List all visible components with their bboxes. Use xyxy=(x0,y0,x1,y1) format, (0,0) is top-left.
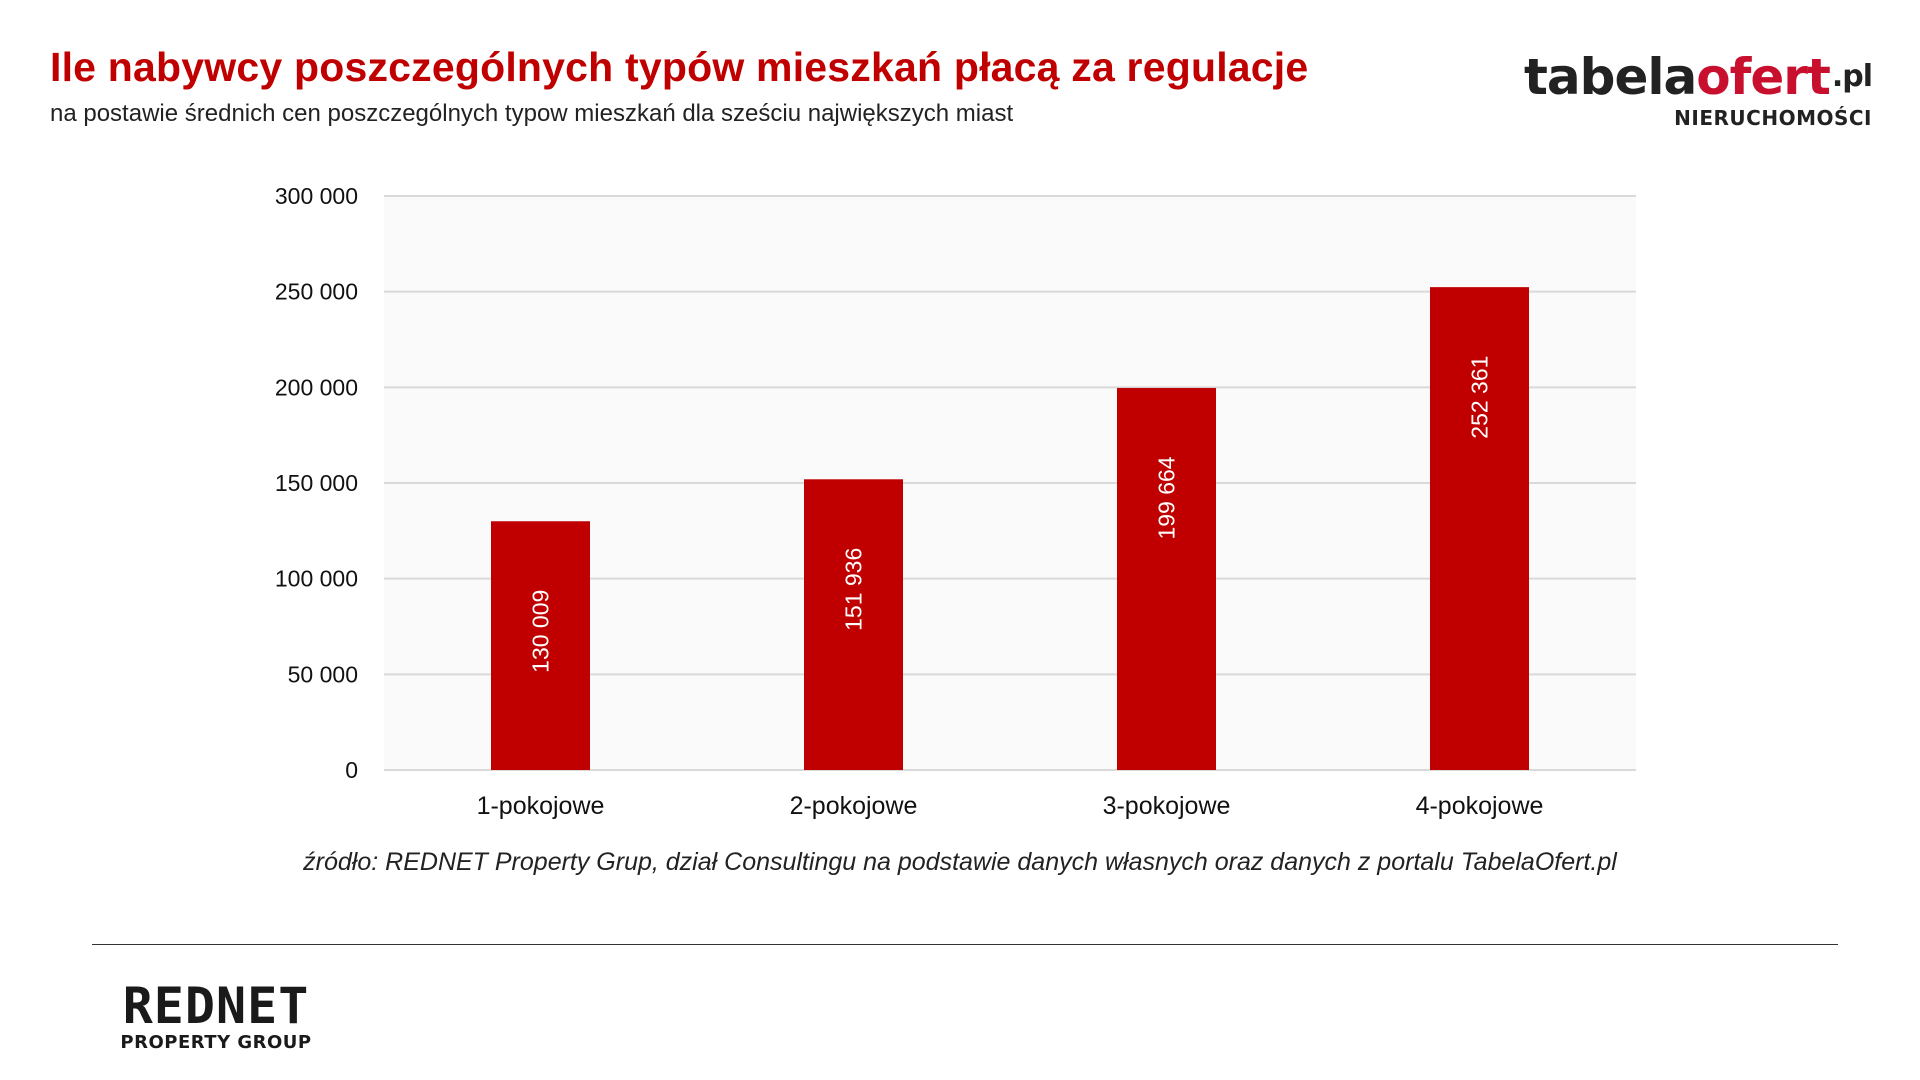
y-tick-label: 300 000 xyxy=(275,183,358,209)
rednet-logo-text: REDNET xyxy=(122,977,310,1035)
bars: 130 009 151 936 199 664 252 361 xyxy=(491,287,1529,770)
bar xyxy=(491,521,590,770)
bar-chart: 0 50 000 100 000 150 000 200 000 250 000 300 0… xyxy=(275,183,1636,820)
bar-value-label: 130 009 xyxy=(528,590,554,673)
chart-subtitle: na postawie średnich cen poszczególnych … xyxy=(50,100,1014,127)
chart-title: Ile nabywcy poszczególnych typów mieszka… xyxy=(50,44,1309,90)
bar xyxy=(804,479,903,770)
logo-text-nieruchomosci: NIERUCHOMOŚCI xyxy=(1674,106,1872,130)
bar xyxy=(1117,387,1216,770)
source-note: źródło: REDNET Property Grup, dział Cons… xyxy=(303,848,1617,876)
x-tick-label: 1-pokojowe xyxy=(477,792,605,820)
x-tick-label: 2-pokojowe xyxy=(790,792,918,820)
y-tick-label: 50 000 xyxy=(288,661,358,687)
logo-text-pl: .pl xyxy=(1831,59,1873,94)
bar-value-label: 151 936 xyxy=(841,548,867,631)
y-tick-label: 250 000 xyxy=(275,279,358,305)
gridlines xyxy=(384,195,1636,771)
x-axis: 1-pokojowe 2-pokojowe 3-pokojowe 4-pokojowe xyxy=(477,792,1544,820)
tabelaofert-logo: tabelaofert.pl NIERUCHOMOŚCI xyxy=(1512,48,1873,140)
x-tick-label: 3-pokojowe xyxy=(1103,792,1231,820)
x-tick-label: 4-pokojowe xyxy=(1416,792,1544,820)
logo-text-tabela: tabela xyxy=(1524,48,1697,106)
y-axis: 0 50 000 100 000 150 000 200 000 250 000 300 0… xyxy=(275,183,358,783)
y-tick-label: 150 000 xyxy=(275,470,358,496)
footer-divider xyxy=(92,944,1838,945)
y-tick-label: 200 000 xyxy=(275,374,358,400)
rednet-logo: REDNET PROPERTY GROUP xyxy=(96,980,336,1053)
logo-text-ofert: ofert xyxy=(1696,48,1831,106)
y-tick-label: 100 000 xyxy=(275,566,358,592)
rednet-logo-subtext: PROPERTY GROUP xyxy=(120,1032,312,1053)
bar-value-label: 252 361 xyxy=(1467,356,1493,439)
y-tick-label: 0 xyxy=(345,757,358,783)
bar-value-label: 199 664 xyxy=(1154,456,1180,539)
bar xyxy=(1430,287,1529,770)
